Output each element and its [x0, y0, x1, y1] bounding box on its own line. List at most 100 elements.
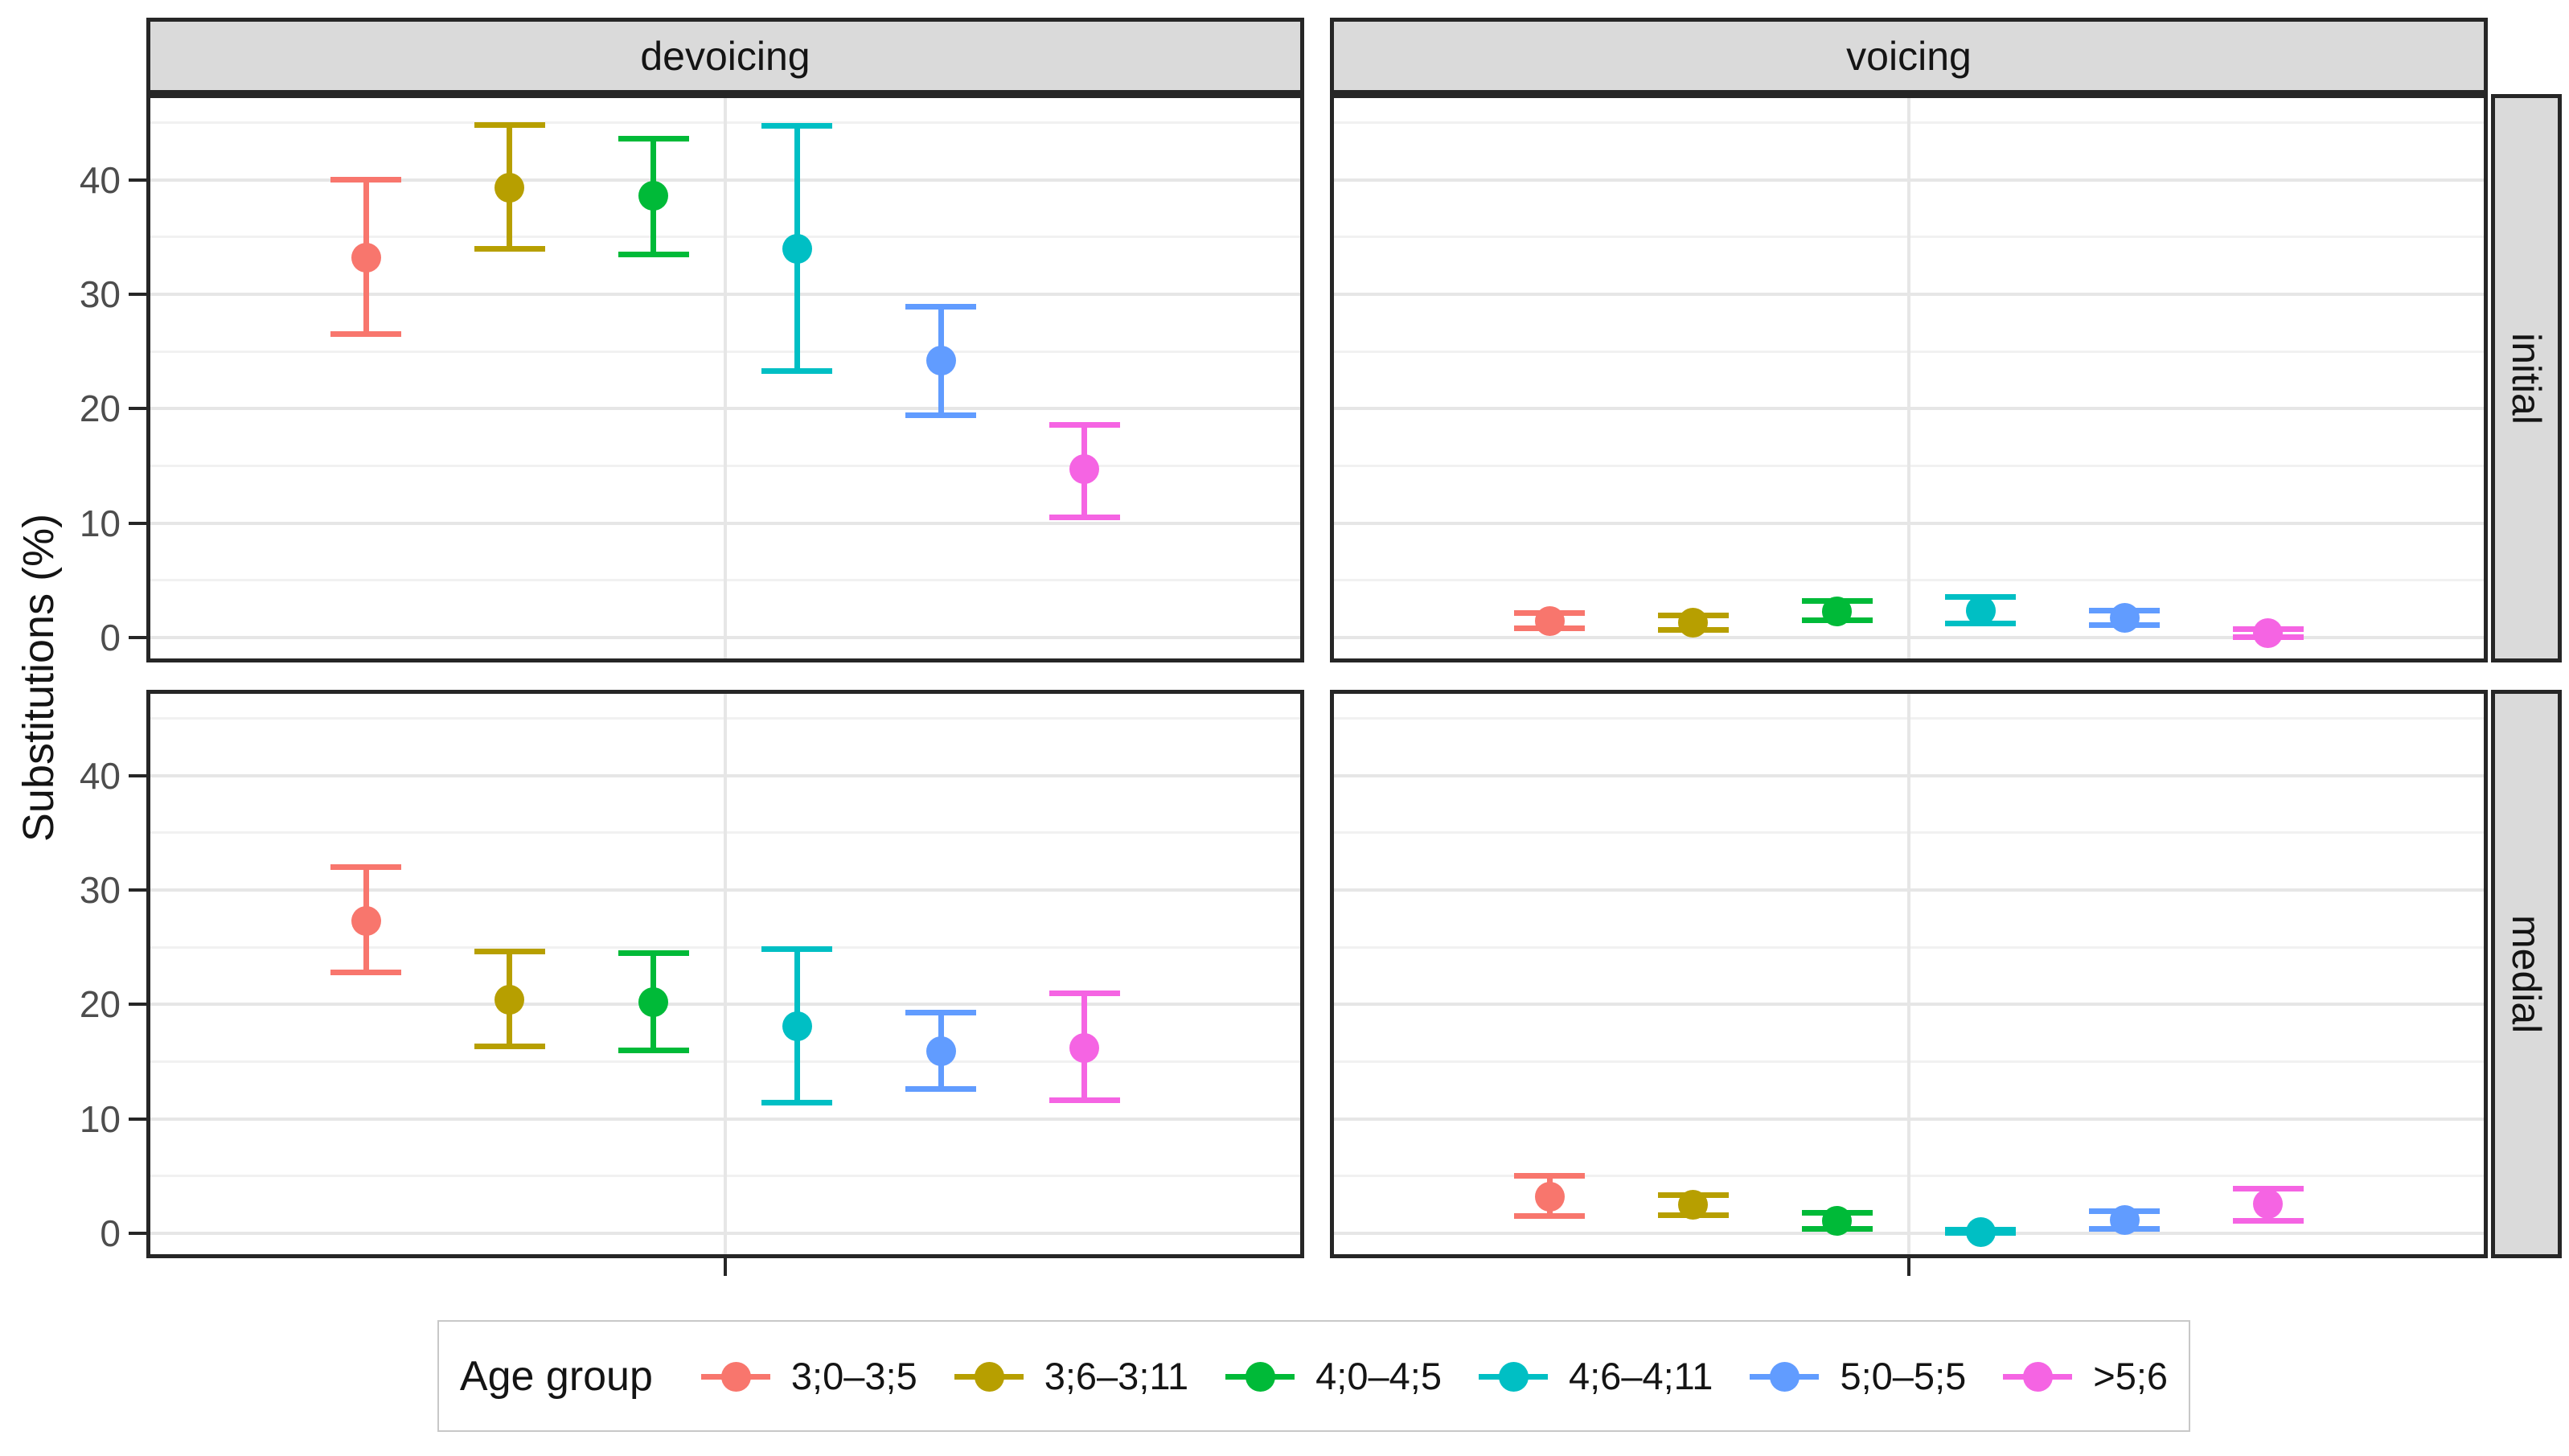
- mean-point: [1822, 596, 1853, 626]
- errorbar-cap-upper: [905, 1009, 977, 1015]
- errorbar-cap-lower: [1514, 1212, 1586, 1219]
- legend-entry-3-6-3-11: 3;6–3;11: [954, 1354, 1188, 1398]
- y-axis-tick-label: 40: [79, 754, 121, 797]
- legend-entry-label: 5;0–5;5: [1840, 1355, 1967, 1397]
- errorbar-cap-lower: [474, 245, 545, 252]
- mean-point: [1534, 1181, 1565, 1212]
- gridline-vertical-center: [1907, 694, 1910, 1254]
- pointrange-key-icon: [1225, 1356, 1295, 1397]
- y-axis-tick-label: 30: [79, 868, 121, 911]
- errorbar-cap-lower: [905, 1086, 977, 1092]
- errorbar-cap-upper: [761, 123, 833, 129]
- y-axis-tick-label: 20: [79, 983, 121, 1026]
- errorbar-cap-lower: [618, 251, 689, 257]
- x-axis-tick: [724, 1258, 727, 1276]
- facet-strip-devoicing: devoicing: [146, 18, 1304, 94]
- y-axis-tick-label: 10: [79, 502, 121, 544]
- gridline-vertical-center: [724, 694, 727, 1254]
- errorbar-cap-lower: [330, 969, 402, 975]
- pointrange-key-icon: [2003, 1356, 2073, 1397]
- legend-entry-label: 3;6–3;11: [1044, 1355, 1189, 1397]
- mean-point: [1965, 595, 1996, 625]
- y-axis-tick-label: 10: [79, 1097, 121, 1140]
- legend-entry-label: 4;6–4;11: [1568, 1355, 1713, 1397]
- y-axis-tick-label: 0: [100, 1212, 121, 1254]
- y-axis-tick: [129, 521, 146, 525]
- errorbar-cap-upper: [330, 177, 402, 183]
- errorbar-cap-lower: [330, 331, 402, 338]
- y-axis-tick-label: 0: [100, 616, 121, 658]
- facet-strip-label: voicing: [1846, 33, 1972, 79]
- errorbar-cap-lower: [761, 1100, 833, 1105]
- legend-entry-label: 3;0–3;5: [790, 1355, 917, 1397]
- gridline-vertical-center: [724, 98, 727, 658]
- y-axis-tick: [129, 635, 146, 639]
- y-axis-tick: [129, 773, 146, 777]
- x-axis-tick: [1907, 1258, 1910, 1276]
- errorbar-cap-lower: [1049, 514, 1120, 520]
- errorbar-cap-upper: [1514, 1173, 1586, 1179]
- legend-key-point: [1770, 1361, 1800, 1392]
- mean-point: [1069, 454, 1100, 485]
- errorbar-cap-lower: [618, 1047, 689, 1053]
- mean-point: [2109, 603, 2140, 633]
- y-axis-tick: [129, 407, 146, 411]
- errorbar-cap-lower: [1049, 1097, 1120, 1104]
- pointrange-key-icon: [954, 1356, 1024, 1397]
- errorbar-cap-upper: [905, 304, 977, 310]
- y-axis-tick: [129, 292, 146, 296]
- legend-key-point: [1246, 1361, 1276, 1392]
- mean-point: [351, 905, 381, 936]
- pointrange-key-icon: [1750, 1356, 1820, 1397]
- mean-point: [638, 986, 669, 1017]
- mean-point: [782, 1011, 812, 1041]
- errorbar-cap-upper: [2232, 1185, 2304, 1191]
- mean-point: [638, 181, 669, 211]
- errorbar-cap-upper: [330, 864, 402, 870]
- mean-point: [2253, 1188, 2284, 1219]
- mean-point: [495, 173, 525, 203]
- errorbar-cap-upper: [474, 949, 545, 955]
- legend-entry-5-0-5-5: 5;0–5;5: [1750, 1354, 1966, 1398]
- y-axis-tick-label: 40: [79, 158, 121, 201]
- facet-strip-label: medial: [2504, 914, 2549, 1034]
- facet-strip-label: devoicing: [640, 33, 811, 79]
- mean-point: [495, 985, 525, 1015]
- mean-point: [925, 1036, 956, 1066]
- mean-point: [2109, 1204, 2140, 1235]
- mean-point: [1822, 1205, 1853, 1236]
- pointrange-key-icon: [1478, 1356, 1548, 1397]
- facet-strip-label: initial: [2504, 332, 2549, 424]
- mean-point: [1534, 605, 1565, 636]
- panel-voicing-initial: [1330, 94, 2488, 662]
- panel-voicing-medial: [1330, 690, 2488, 1258]
- facet-strip-voicing: voicing: [1330, 18, 2488, 94]
- errorbar-cap-upper: [618, 136, 689, 141]
- legend-entry-label: 4;0–4;5: [1315, 1355, 1442, 1397]
- mean-point: [1678, 1190, 1709, 1220]
- y-axis-tick: [129, 1003, 146, 1007]
- panel-devoicing-medial: [146, 690, 1304, 1258]
- mean-point: [782, 233, 812, 264]
- legend-box: Age group 3;0–3;5 3;6–3;11 4;0–4;5 4;6–4;11…: [437, 1320, 2190, 1432]
- errorbar-cap-upper: [1049, 421, 1120, 428]
- errorbar-cap-lower: [474, 1044, 545, 1050]
- legend-entry-3-0-3-5: 3;0–3;5: [700, 1354, 917, 1398]
- errorbar-cap-lower: [761, 367, 833, 374]
- y-axis-tick: [129, 888, 146, 892]
- legend-key-point: [974, 1361, 1004, 1392]
- errorbar-cap-upper: [761, 946, 833, 953]
- legend-key-point: [720, 1361, 751, 1392]
- legend-entry-4-6-4-11: 4;6–4;11: [1478, 1354, 1713, 1398]
- mean-point: [1965, 1216, 1996, 1247]
- mean-point: [925, 346, 956, 375]
- facet-strip-initial: initial: [2491, 94, 2562, 662]
- gridline-vertical-center: [1907, 98, 1910, 658]
- legend-key-point: [1498, 1361, 1529, 1392]
- errorbar-cap-upper: [618, 949, 689, 956]
- mean-point: [1678, 607, 1709, 638]
- errorbar-cap-upper: [1049, 990, 1120, 996]
- legend-entry-4-0-4-5: 4;0–4;5: [1225, 1354, 1442, 1398]
- errorbar-cap-lower: [905, 412, 977, 419]
